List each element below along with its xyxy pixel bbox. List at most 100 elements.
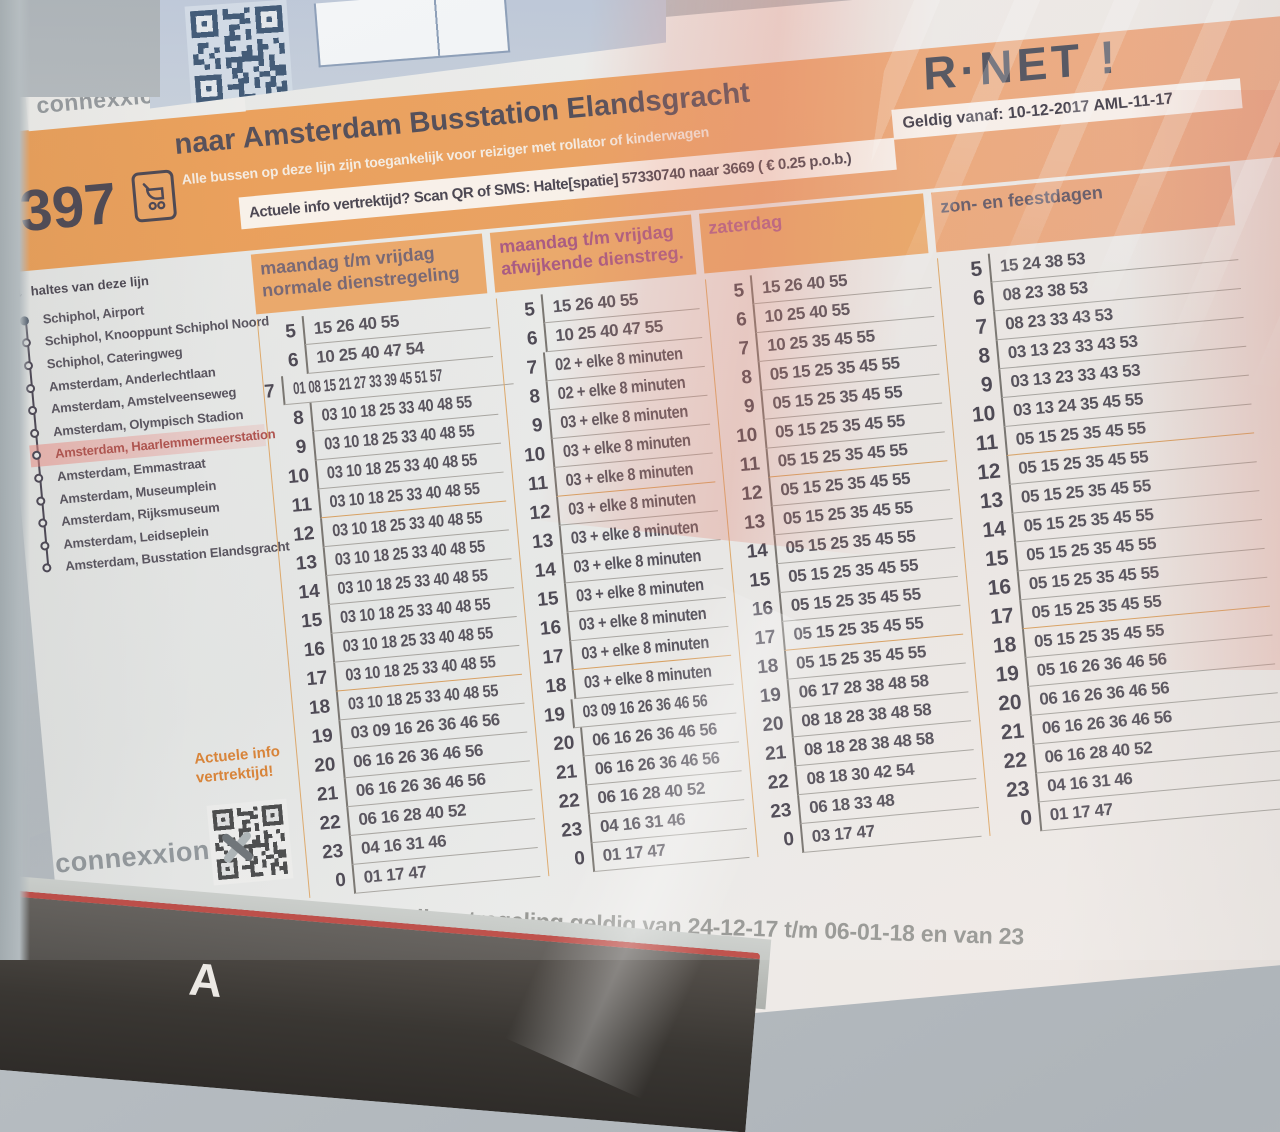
hour-cell: 13: [294, 551, 318, 575]
hour-cell: 9: [743, 395, 756, 418]
column-header-line: zaterdag: [707, 211, 783, 238]
column-rows: 5 15 24 38 53 6 08 23 38 53 7 08 23 33 43 53 8…: [936, 231, 1280, 837]
hour-cell: 21: [764, 742, 788, 765]
hour-cell: 8: [528, 385, 542, 408]
hour-cell: 13: [978, 488, 1005, 514]
hour-cell: 6: [287, 349, 300, 372]
hour-cell: 0: [1019, 806, 1034, 831]
hour-cell: 18: [544, 674, 568, 698]
hour-cell: 10: [735, 424, 759, 448]
column-rows: 5 15 26 40 55 6 10 25 40 47 54 7 01 08 15 21 …: [256, 299, 541, 898]
hour-cell: 15: [536, 588, 560, 611]
hour-cell: 8: [292, 407, 305, 430]
hour-cell: 15: [984, 546, 1010, 572]
hour-cell: 21: [316, 782, 339, 806]
hour-cell: 12: [740, 482, 764, 506]
hour-cell: 11: [290, 494, 313, 517]
hour-cell: 0: [782, 828, 795, 851]
hour-cell: 19: [310, 725, 334, 749]
hour-cell: 10: [287, 465, 311, 489]
hour-cell: 0: [573, 847, 586, 870]
hour-cell: 14: [981, 517, 1007, 543]
hour-cell: 15: [748, 568, 772, 592]
hour-cell: 23: [321, 840, 345, 864]
hour-cell: 23: [560, 818, 584, 842]
upper-poster-window: [313, 0, 511, 68]
hour-cell: 9: [531, 414, 544, 437]
hour-cell: 19: [758, 684, 782, 708]
hour-cell: 16: [539, 617, 563, 640]
timetable-column: maandag t/m vrijdag normale dienstregelin…: [250, 230, 541, 898]
timetable-poster: connexxion 397 naar Amsterdam Busstation…: [0, 0, 1280, 1075]
hour-cell: 10: [523, 443, 547, 467]
hour-cell: 0: [334, 869, 347, 892]
glass-frame-left: [0, 0, 30, 960]
hour-cell: 7: [525, 357, 539, 379]
hour-cell: 22: [318, 811, 342, 835]
hour-cell: 20: [552, 732, 576, 756]
hour-cell: 5: [284, 320, 297, 343]
column-rows: 5 15 26 40 55 6 10 25 40 47 55 7 02 + elke 8 …: [495, 280, 750, 877]
hour-cell: 6: [735, 308, 748, 331]
hour-cell: 5: [523, 299, 536, 321]
hour-cell: 11: [974, 430, 999, 456]
hour-cell: 13: [531, 530, 555, 554]
hour-cell: 20: [313, 754, 337, 777]
hour-cell: 18: [308, 696, 332, 720]
timetable-columns: maandag t/m vrijdag normale dienstregelin…: [0, 155, 1280, 971]
hour-cell: 22: [1002, 748, 1028, 774]
hour-cell: 20: [997, 690, 1023, 716]
route-number: 397: [17, 170, 120, 245]
hour-cell: 7: [974, 315, 989, 340]
hour-cell: 19: [994, 661, 1020, 687]
hour-cell: 5: [969, 257, 984, 282]
hour-cell: 17: [753, 626, 777, 650]
hour-cell: 18: [756, 655, 780, 679]
photo-scene: connexxion 397 naar Amsterdam Busstation…: [0, 0, 1280, 960]
rnet-logo: R·NET !: [922, 30, 1121, 100]
column-rows: 5 15 26 40 55 6 10 25 40 55 7 10 25 35 45 55 8…: [704, 259, 982, 858]
hour-cell: 8: [740, 366, 753, 389]
stroller-glyph: [142, 183, 166, 211]
hour-cell: 14: [297, 580, 321, 604]
hour-cell: 12: [976, 459, 1002, 485]
qr-code: [184, 0, 294, 109]
hour-cell: 21: [999, 719, 1026, 745]
minutes-value: 01 17 47: [601, 840, 667, 866]
hour-cell: 11: [738, 453, 761, 477]
hour-cell: 16: [751, 597, 774, 621]
qr-code: [206, 798, 294, 886]
connexxion-x-icon: [222, 831, 253, 863]
hour-cell: 17: [305, 667, 329, 691]
hour-cell: 9: [979, 372, 994, 397]
hour-cell: 9: [294, 436, 308, 459]
hour-cell: 7: [737, 337, 751, 360]
column-header: maandag t/m vrijdag afwijkende dienstreg.: [489, 214, 697, 293]
hour-cell: 23: [1005, 777, 1031, 803]
hour-cell: 11: [527, 472, 549, 496]
hour-cell: 10: [970, 401, 997, 427]
hour-cell: 15: [300, 609, 324, 633]
hour-cell: 5: [732, 280, 746, 302]
connexxion-logo-bottom: connexxion: [53, 825, 259, 883]
hour-cell: 22: [557, 790, 581, 813]
hour-cell: 6: [972, 286, 986, 311]
hour-cell: 17: [989, 603, 1015, 629]
hour-cell: 16: [302, 638, 326, 662]
stroller-icon: [130, 169, 178, 223]
hour-cell: 23: [769, 799, 793, 823]
hour-cell: 21: [555, 761, 578, 785]
hour-cell: 19: [543, 704, 567, 727]
hour-cell: 20: [761, 713, 785, 737]
hour-cell: 14: [533, 559, 557, 583]
hour-cell: 16: [986, 575, 1013, 601]
minutes-value: 03 17 47: [811, 821, 876, 847]
hour-cell: 14: [745, 539, 769, 563]
hour-cell: 8: [977, 344, 992, 369]
hour-cell: 18: [991, 632, 1018, 658]
hour-cell: 12: [292, 523, 316, 546]
minutes-value: 01 17 47: [362, 862, 428, 887]
hour-cell: 13: [743, 511, 767, 534]
hour-cell: 17: [541, 645, 565, 669]
hour-cell: 12: [528, 501, 552, 525]
